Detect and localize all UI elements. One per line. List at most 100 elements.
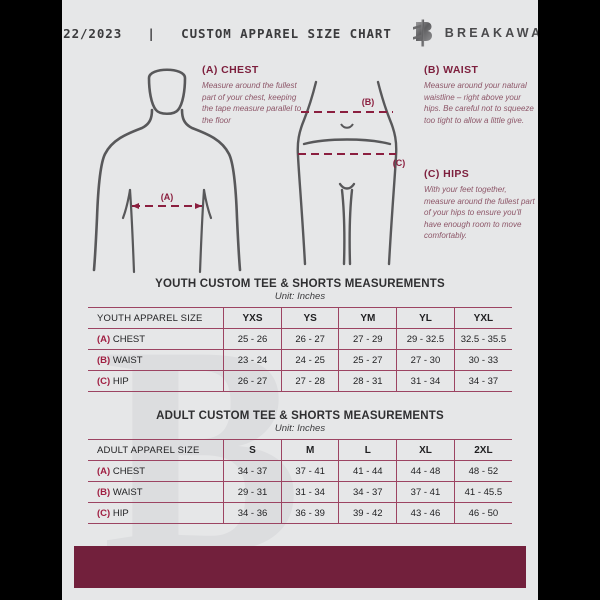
table-row: (C) HIP 34 - 36 36 - 39 39 - 42 43 - 46 … <box>88 502 512 524</box>
table-row: (A) CHEST 34 - 37 37 - 41 41 - 44 44 - 4… <box>88 460 512 482</box>
adult-r1-c1: 31 - 34 <box>281 481 340 503</box>
adult-r0-c0: 34 - 37 <box>223 460 282 482</box>
adult-row-0-label: (A) CHEST <box>88 460 225 482</box>
youth-r1-c3: 27 - 30 <box>396 349 455 371</box>
youth-r2-c0: 26 - 27 <box>223 370 282 392</box>
youth-col-1: YS <box>281 307 340 329</box>
youth-table-block: YOUTH CUSTOM TEE & SHORTS MEASUREMENTS U… <box>88 278 512 392</box>
row-label: CHEST <box>112 333 146 345</box>
youth-table-unit: Unit: Inches <box>274 291 326 302</box>
youth-col-4: YXL <box>454 307 512 329</box>
adult-col-0: S <box>223 439 282 461</box>
row-tag: (C) <box>97 375 111 387</box>
youth-r0-c2: 27 - 29 <box>338 328 398 350</box>
adult-size-header: ADULT APPAREL SIZE <box>88 439 225 461</box>
adult-r2-c4: 46 - 50 <box>454 502 512 524</box>
adult-table-unit: Unit: Inches <box>274 423 326 434</box>
youth-r1-c2: 25 - 27 <box>338 349 398 371</box>
note-chest: (A) CHEST Measure around the fullest par… <box>202 64 306 126</box>
youth-r0-c0: 25 - 26 <box>223 328 282 350</box>
youth-col-3: YL <box>396 307 455 329</box>
youth-r2-c2: 28 - 31 <box>338 370 398 392</box>
youth-size-header: YOUTH APPAREL SIZE <box>88 307 225 329</box>
note-chest-body: Measure around the fullest part of your … <box>202 81 302 125</box>
table-header-row: YOUTH APPAREL SIZE YXS YS YM YL YXL <box>88 307 512 329</box>
youth-row-0-label: (A) CHEST <box>88 328 225 350</box>
page-header: 2022/2023 | CUSTOM APPAREL SIZE CHART <box>62 0 538 60</box>
youth-col-0: YXS <box>223 307 282 329</box>
youth-r2-c3: 31 - 34 <box>396 370 455 392</box>
adult-r0-c4: 48 - 52 <box>454 460 512 482</box>
adult-r0-c3: 44 - 48 <box>396 460 455 482</box>
adult-r1-c2: 34 - 37 <box>338 481 398 503</box>
youth-r0-c3: 29 - 32.5 <box>396 328 455 350</box>
page-title: CUSTOM APPAREL SIZE CHART <box>181 25 392 41</box>
youth-row-2-label: (C) HIP <box>88 370 225 392</box>
lower-body-figure: (B) (C) <box>296 80 406 266</box>
adult-r2-c0: 34 - 36 <box>223 502 282 524</box>
footer-bar <box>74 546 526 588</box>
youth-r1-c0: 23 - 24 <box>223 349 282 371</box>
header-title-line: 2022/2023 | CUSTOM APPAREL SIZE CHART <box>62 26 392 41</box>
breakaway-b-monogram-icon <box>412 19 432 47</box>
adult-table-block: ADULT CUSTOM TEE & SHORTS MEASUREMENTS U… <box>88 410 512 524</box>
waist-marker-label: (B) <box>362 97 375 107</box>
adult-r2-c3: 43 - 46 <box>396 502 455 524</box>
table-row: (B) WAIST 23 - 24 24 - 25 25 - 27 27 - 3… <box>88 349 512 371</box>
youth-r0-c4: 32.5 - 35.5 <box>454 328 512 350</box>
note-hips: (C) HIPS With your feet together, measur… <box>424 168 536 242</box>
table-row: (B) WAIST 29 - 31 31 - 34 34 - 37 37 - 4… <box>88 481 512 503</box>
row-label: HIP <box>112 375 129 387</box>
adult-r2-c1: 36 - 39 <box>281 502 340 524</box>
note-chest-title: (A) CHEST <box>202 64 259 76</box>
youth-table-title: YOUTH CUSTOM TEE & SHORTS MEASUREMENTS <box>155 278 445 290</box>
adult-r1-c3: 37 - 41 <box>396 481 455 503</box>
table-row: (A) CHEST 25 - 26 26 - 27 27 - 29 29 - 3… <box>88 328 512 350</box>
note-waist: (B) WAIST Measure around your natural wa… <box>424 64 534 126</box>
row-tag: (A) <box>97 465 111 477</box>
brand-lockup: BREAKAWAY <box>410 18 538 48</box>
brand-name: BREAKAWAY <box>444 26 538 40</box>
table-header-row: ADULT APPAREL SIZE S M L XL 2XL <box>88 439 512 461</box>
chest-marker-label: (A) <box>161 192 174 202</box>
size-chart-page: B 2022/2023 | CUSTOM APPAREL SIZE CHART <box>62 0 538 600</box>
adult-col-1: M <box>281 439 340 461</box>
adult-r1-c0: 29 - 31 <box>223 481 282 503</box>
youth-r0-c1: 26 - 27 <box>281 328 340 350</box>
header-separator: | <box>147 25 156 41</box>
row-label: WAIST <box>112 486 143 498</box>
row-label: WAIST <box>112 354 143 366</box>
adult-row-2-label: (C) HIP <box>88 502 225 524</box>
adult-col-4: 2XL <box>454 439 512 461</box>
adult-r1-c4: 41 - 45.5 <box>454 481 512 503</box>
youth-r2-c1: 27 - 28 <box>281 370 340 392</box>
note-hips-title: (C) HIPS <box>424 168 470 180</box>
row-tag: (B) <box>97 486 111 498</box>
youth-row-1-label: (B) WAIST <box>88 349 225 371</box>
table-row: (C) HIP 26 - 27 27 - 28 28 - 31 31 - 34 … <box>88 370 512 392</box>
adult-r2-c2: 39 - 42 <box>338 502 398 524</box>
adult-size-table: ADULT APPAREL SIZE S M L XL 2XL (A) CHES… <box>88 439 512 524</box>
note-waist-title: (B) WAIST <box>424 64 479 76</box>
youth-size-table: YOUTH APPAREL SIZE YXS YS YM YL YXL (A) … <box>88 307 512 392</box>
youth-r2-c4: 34 - 37 <box>454 370 512 392</box>
adult-r0-c2: 41 - 44 <box>338 460 398 482</box>
note-waist-body: Measure around your natural waistline – … <box>424 81 534 125</box>
adult-col-2: L <box>338 439 398 461</box>
youth-r1-c4: 30 - 33 <box>454 349 512 371</box>
row-tag: (A) <box>97 333 111 345</box>
adult-r0-c1: 37 - 41 <box>281 460 340 482</box>
row-tag: (B) <box>97 354 111 366</box>
season-label: 2022/2023 <box>62 25 123 41</box>
note-hips-body: With your feet together, measure around … <box>424 185 535 241</box>
row-label: CHEST <box>112 465 146 477</box>
adult-row-1-label: (B) WAIST <box>88 481 225 503</box>
upper-body-figure: (A) <box>92 68 242 274</box>
adult-table-title: ADULT CUSTOM TEE & SHORTS MEASUREMENTS <box>156 410 444 422</box>
youth-col-2: YM <box>338 307 398 329</box>
hips-marker-label: (C) <box>393 158 406 168</box>
adult-col-3: XL <box>396 439 455 461</box>
measurement-diagram: (A) (B) (C) (A) CHEST <box>74 60 535 276</box>
row-tag: (C) <box>97 507 111 519</box>
youth-r1-c1: 24 - 25 <box>281 349 340 371</box>
